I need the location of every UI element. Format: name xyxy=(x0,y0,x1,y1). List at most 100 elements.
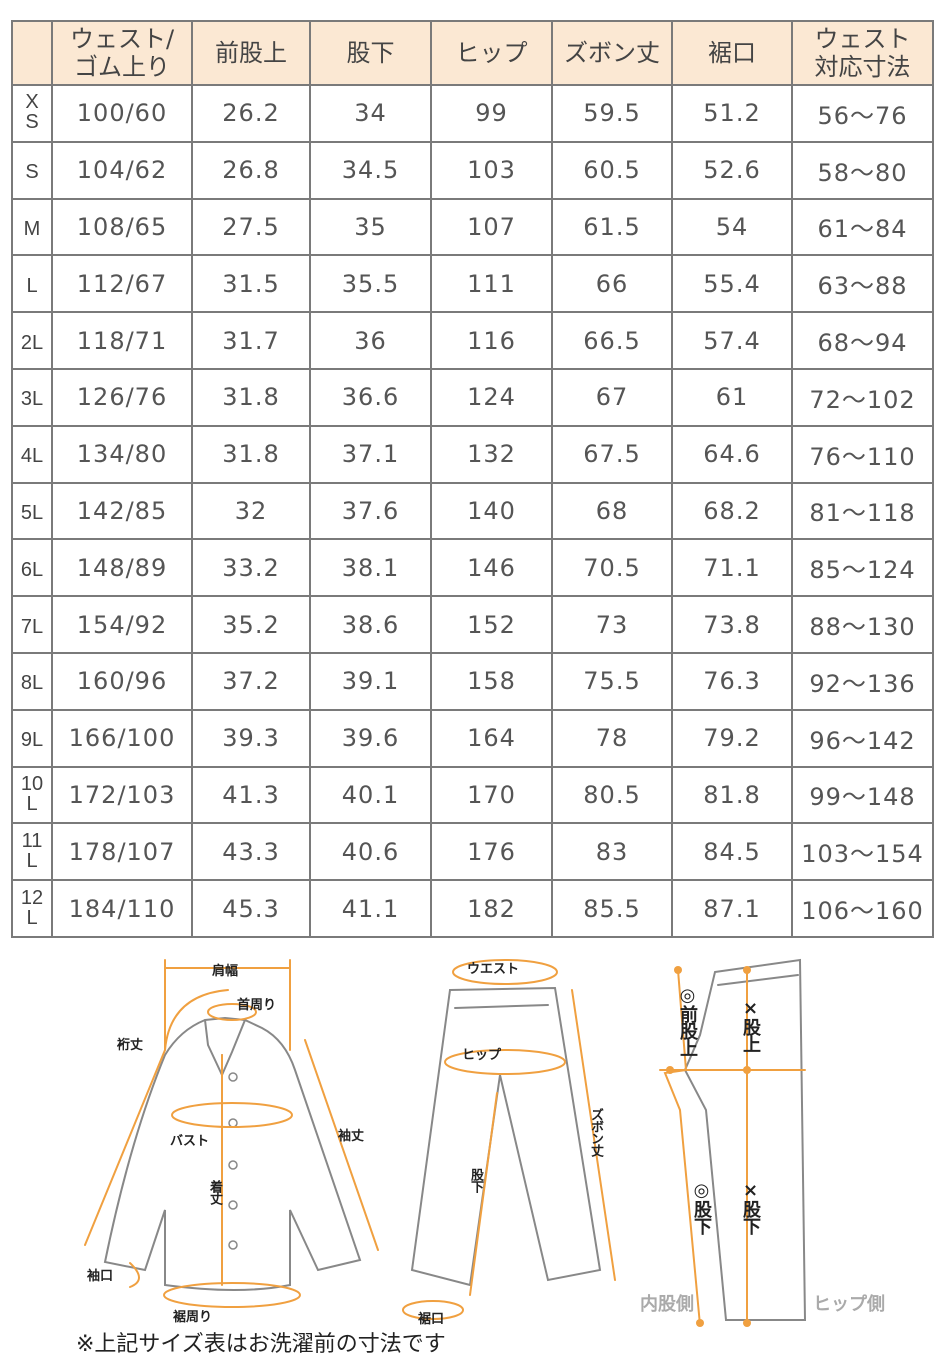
table-cell: 35.2 xyxy=(191,595,311,654)
table-cell: 148/89 xyxy=(51,538,193,598)
table-cell: 64.6 xyxy=(671,424,793,484)
table-cell: 76～110 xyxy=(791,424,934,484)
table-cell: 132 xyxy=(430,424,553,484)
size-cell: 4L xyxy=(11,424,53,484)
size-label: XS xyxy=(25,91,39,134)
column-header: ヒップ xyxy=(430,20,553,86)
size-label: 7L xyxy=(20,615,44,638)
column-header: ウェスト 対応寸法 xyxy=(791,20,934,86)
table-cell: 36 xyxy=(309,311,432,370)
column-header: ズボン丈 xyxy=(551,20,673,86)
table-cell: 67.5 xyxy=(551,424,673,484)
size-cell: 6L xyxy=(11,538,53,598)
table-cell: 36.6 xyxy=(309,367,432,427)
label-cuff: 袖口 xyxy=(87,1269,114,1284)
table-cell: 40.6 xyxy=(309,822,432,882)
table-cell: 178/107 xyxy=(51,822,193,882)
table-cell: 158 xyxy=(430,651,553,711)
label-sleeve: 袖丈 xyxy=(338,1129,365,1144)
label-front-rise: ◎前股上 xyxy=(677,985,698,1056)
table-row: 10L 172/103 41.3 40.1 170 80.5 81.8 99～148 xyxy=(11,765,934,825)
column-header: 股下 xyxy=(309,20,432,86)
size-cell: XS xyxy=(11,84,53,143)
label-inner-side: 内股側 xyxy=(640,1294,694,1315)
table-cell: 85.5 xyxy=(551,879,673,938)
table-cell: 73.8 xyxy=(671,595,793,654)
table-cell: 51.2 xyxy=(671,84,793,143)
table-row: S 104/62 26.8 34.5 103 60.5 52.6 58～80 xyxy=(11,140,934,200)
table-cell: 160/96 xyxy=(51,651,193,711)
table-cell: 116 xyxy=(430,311,553,370)
label-hip: ヒップ xyxy=(462,1048,502,1063)
table-cell: 38.1 xyxy=(309,538,432,598)
table-row: 4L 134/80 31.8 37.1 132 67.5 64.6 76～110 xyxy=(11,424,934,484)
size-cell: 7L xyxy=(11,595,53,654)
table-row: 7L 154/92 35.2 38.6 152 73 73.8 88～130 xyxy=(11,595,934,654)
table-row: 6L 148/89 33.2 38.1 146 70.5 71.1 85～124 xyxy=(11,538,934,598)
table-cell: 108/65 xyxy=(51,197,193,257)
size-cell: L xyxy=(11,254,53,314)
table-cell: 35.5 xyxy=(309,254,432,314)
label-hem: 裾周り xyxy=(173,1310,213,1325)
table-cell: 58～80 xyxy=(791,140,934,200)
table-cell: 106～160 xyxy=(791,879,934,938)
table-cell: 81～118 xyxy=(791,481,934,541)
table-cell: 37.1 xyxy=(309,424,432,484)
table-cell: 88～130 xyxy=(791,595,934,654)
table-cell: 103～154 xyxy=(791,822,934,882)
size-cell: 8L xyxy=(11,651,53,711)
table-cell: 72～102 xyxy=(791,367,934,427)
table-cell: 103 xyxy=(430,140,553,200)
table-cell: 59.5 xyxy=(551,84,673,143)
table-row: M 108/65 27.5 35 107 61.5 54 61～84 xyxy=(11,197,934,257)
table-row: L 112/67 31.5 35.5 111 66 55.4 63～88 xyxy=(11,254,934,314)
table-cell: 55.4 xyxy=(671,254,793,314)
size-label: 2L xyxy=(20,331,44,354)
label-rise-x: ×股上 xyxy=(740,998,761,1052)
header-text: ウェスト xyxy=(814,25,911,53)
size-label: 11L xyxy=(21,829,43,872)
table-cell: 41.3 xyxy=(191,765,311,825)
label-waist: ウエスト xyxy=(467,962,520,977)
table-cell: 70.5 xyxy=(551,538,673,598)
table-cell: 39.1 xyxy=(309,651,432,711)
size-label: 5L xyxy=(20,501,44,524)
label-inseam-x: ×股下 xyxy=(740,1180,761,1234)
label-inseam-ok: ◎股下 xyxy=(691,1180,712,1234)
table-cell: 37.6 xyxy=(309,481,432,541)
table-cell: 75.5 xyxy=(551,651,673,711)
table-cell: 66.5 xyxy=(551,311,673,370)
size-cell: S xyxy=(11,140,53,200)
table-cell: 107 xyxy=(430,197,553,257)
table-cell: 57.4 xyxy=(671,311,793,370)
table-cell: 61 xyxy=(671,367,793,427)
table-cell: 79.2 xyxy=(671,708,793,768)
label-length: 着丈 xyxy=(207,1180,222,1204)
table-cell: 60.5 xyxy=(551,140,673,200)
table-cell: 52.6 xyxy=(671,140,793,200)
table-cell: 140 xyxy=(430,481,553,541)
table-cell: 39.3 xyxy=(191,708,311,768)
table-cell: 87.1 xyxy=(671,879,793,938)
size-cell: 11L xyxy=(11,822,53,882)
table-cell: 99～148 xyxy=(791,765,934,825)
table-cell: 61.5 xyxy=(551,197,673,257)
table-cell: 80.5 xyxy=(551,765,673,825)
size-cell: 10L xyxy=(11,765,53,825)
table-cell: 56～76 xyxy=(791,84,934,143)
table-cell: 111 xyxy=(430,254,553,314)
table-cell: 41.1 xyxy=(309,879,432,938)
table-cell: 67 xyxy=(551,367,673,427)
table-row: 2L 118/71 31.7 36 116 66.5 57.4 68～94 xyxy=(11,311,934,370)
table-row: 8L 160/96 37.2 39.1 158 75.5 76.3 92～136 xyxy=(11,651,934,711)
table-cell: 104/62 xyxy=(51,140,193,200)
table-cell: 26.2 xyxy=(191,84,311,143)
table-cell: 40.1 xyxy=(309,765,432,825)
table-cell: 26.8 xyxy=(191,140,311,200)
table-cell: 73 xyxy=(551,595,673,654)
table-row: 9L 166/100 39.3 39.6 164 78 79.2 96～142 xyxy=(11,708,934,768)
table-cell: 63～88 xyxy=(791,254,934,314)
table-cell: 71.1 xyxy=(671,538,793,598)
header-text: ゴム上り xyxy=(74,53,170,81)
table-cell: 176 xyxy=(430,822,553,882)
